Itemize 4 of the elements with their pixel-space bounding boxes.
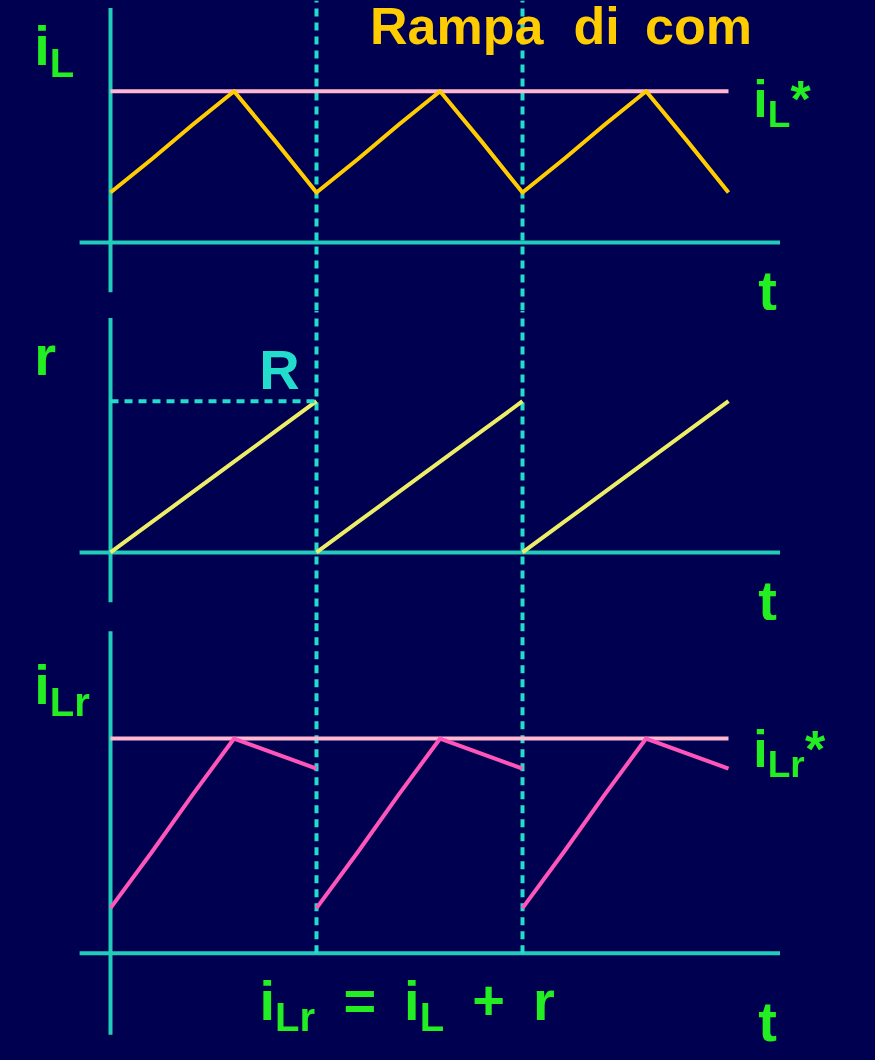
y-axis-title: r bbox=[34, 324, 57, 388]
chart-title: Rampa di com bbox=[370, 0, 753, 56]
annotation: R bbox=[259, 338, 300, 402]
x-axis-title: t bbox=[758, 990, 777, 1054]
